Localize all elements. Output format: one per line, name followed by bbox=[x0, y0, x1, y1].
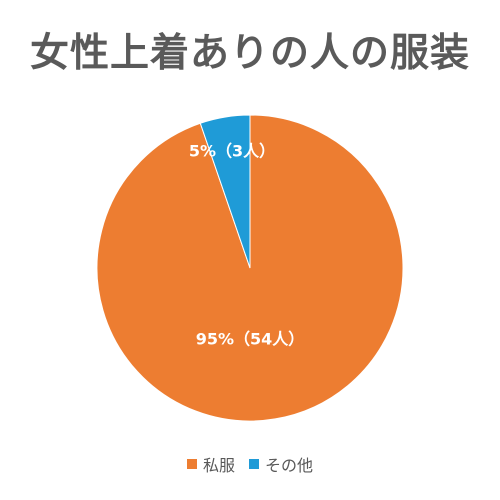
legend-item-private-clothes: 私服 bbox=[186, 452, 235, 476]
chart-title: 女性上着ありの人の服装 bbox=[29, 31, 470, 76]
legend-label-other: その他 bbox=[265, 456, 314, 475]
legend-label-private-clothes: 私服 bbox=[202, 456, 235, 475]
data-label-other: 5%（3人） bbox=[189, 142, 275, 161]
pie-slices bbox=[96, 114, 404, 422]
data-label-private-clothes: 95%（54人） bbox=[196, 330, 305, 349]
legend-swatch-other bbox=[249, 459, 259, 469]
slice-other bbox=[199, 114, 251, 269]
legend-swatch-private-clothes bbox=[186, 459, 197, 469]
legend: 私服 その他 bbox=[0, 452, 500, 476]
legend-item-other: その他 bbox=[249, 452, 313, 476]
pie-data-labels: 95%（54人） 5%（3人） bbox=[189, 142, 304, 349]
